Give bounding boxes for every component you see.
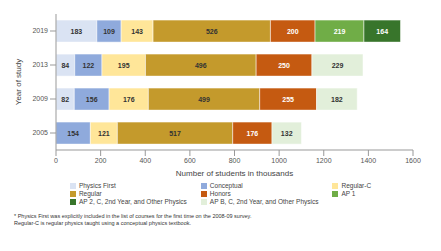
svg-text:1000: 1000 bbox=[271, 157, 287, 164]
svg-text:121: 121 bbox=[98, 130, 110, 137]
svg-text:109: 109 bbox=[103, 28, 115, 35]
svg-text:143: 143 bbox=[131, 28, 143, 35]
svg-text:219: 219 bbox=[334, 28, 346, 35]
svg-text:183: 183 bbox=[71, 28, 83, 35]
svg-text:200: 200 bbox=[287, 28, 299, 35]
svg-text:1400: 1400 bbox=[361, 157, 377, 164]
svg-text:132: 132 bbox=[281, 130, 293, 137]
svg-text:800: 800 bbox=[229, 157, 241, 164]
html-text:Honors: Honors bbox=[209, 190, 231, 197]
svg-text:Number of students in thousand: Number of students in thousands bbox=[176, 169, 293, 178]
svg-text:164: 164 bbox=[376, 28, 388, 35]
svg-text:2005: 2005 bbox=[32, 129, 48, 136]
html-text:AP 1: AP 1 bbox=[341, 190, 356, 197]
svg-text:182: 182 bbox=[331, 96, 343, 103]
svg-text:2009: 2009 bbox=[32, 95, 48, 102]
svg-text:2013: 2013 bbox=[32, 61, 48, 68]
svg-text:176: 176 bbox=[247, 130, 259, 137]
svg-text:0: 0 bbox=[54, 157, 58, 164]
svg-text:400: 400 bbox=[139, 157, 151, 164]
html-text:Regular-C: Regular-C bbox=[341, 182, 372, 189]
svg-text:255: 255 bbox=[282, 96, 294, 103]
svg-text:82: 82 bbox=[61, 96, 69, 103]
svg-text:496: 496 bbox=[195, 62, 207, 69]
svg-text:229: 229 bbox=[332, 62, 344, 69]
html-text:Physics First: Physics First bbox=[78, 182, 116, 189]
svg-text:2019: 2019 bbox=[32, 27, 48, 34]
svg-text:176: 176 bbox=[123, 96, 135, 103]
svg-text:517: 517 bbox=[169, 130, 181, 137]
svg-text:195: 195 bbox=[118, 62, 130, 69]
html-text:Regular-C is regular physics t: Regular-C is regular physics taught usin… bbox=[14, 220, 191, 227]
svg-text:526: 526 bbox=[206, 28, 218, 35]
svg-text:84: 84 bbox=[61, 62, 69, 69]
svg-text:1200: 1200 bbox=[316, 157, 332, 164]
svg-text:499: 499 bbox=[198, 96, 210, 103]
html-text:Regular: Regular bbox=[78, 190, 102, 197]
svg-text:1600: 1600 bbox=[405, 157, 421, 164]
svg-text:154: 154 bbox=[67, 130, 79, 137]
svg-text:122: 122 bbox=[83, 62, 95, 69]
html-text:Conceptual: Conceptual bbox=[209, 182, 243, 189]
html-text:* Physics First was explicitly: * Physics First was explicitly included … bbox=[14, 213, 252, 219]
svg-text:200: 200 bbox=[95, 157, 107, 164]
svg-text:600: 600 bbox=[184, 157, 196, 164]
html-text:AP B, C, 2nd Year, and Other P: AP B, C, 2nd Year, and Other Physics bbox=[209, 198, 319, 205]
svg-text:Year of study: Year of study bbox=[14, 59, 23, 105]
html-text:AP 2, C, 2nd Year, and Other P: AP 2, C, 2nd Year, and Other Physics bbox=[78, 198, 187, 205]
svg-text:250: 250 bbox=[278, 62, 290, 69]
svg-text:156: 156 bbox=[86, 96, 98, 103]
